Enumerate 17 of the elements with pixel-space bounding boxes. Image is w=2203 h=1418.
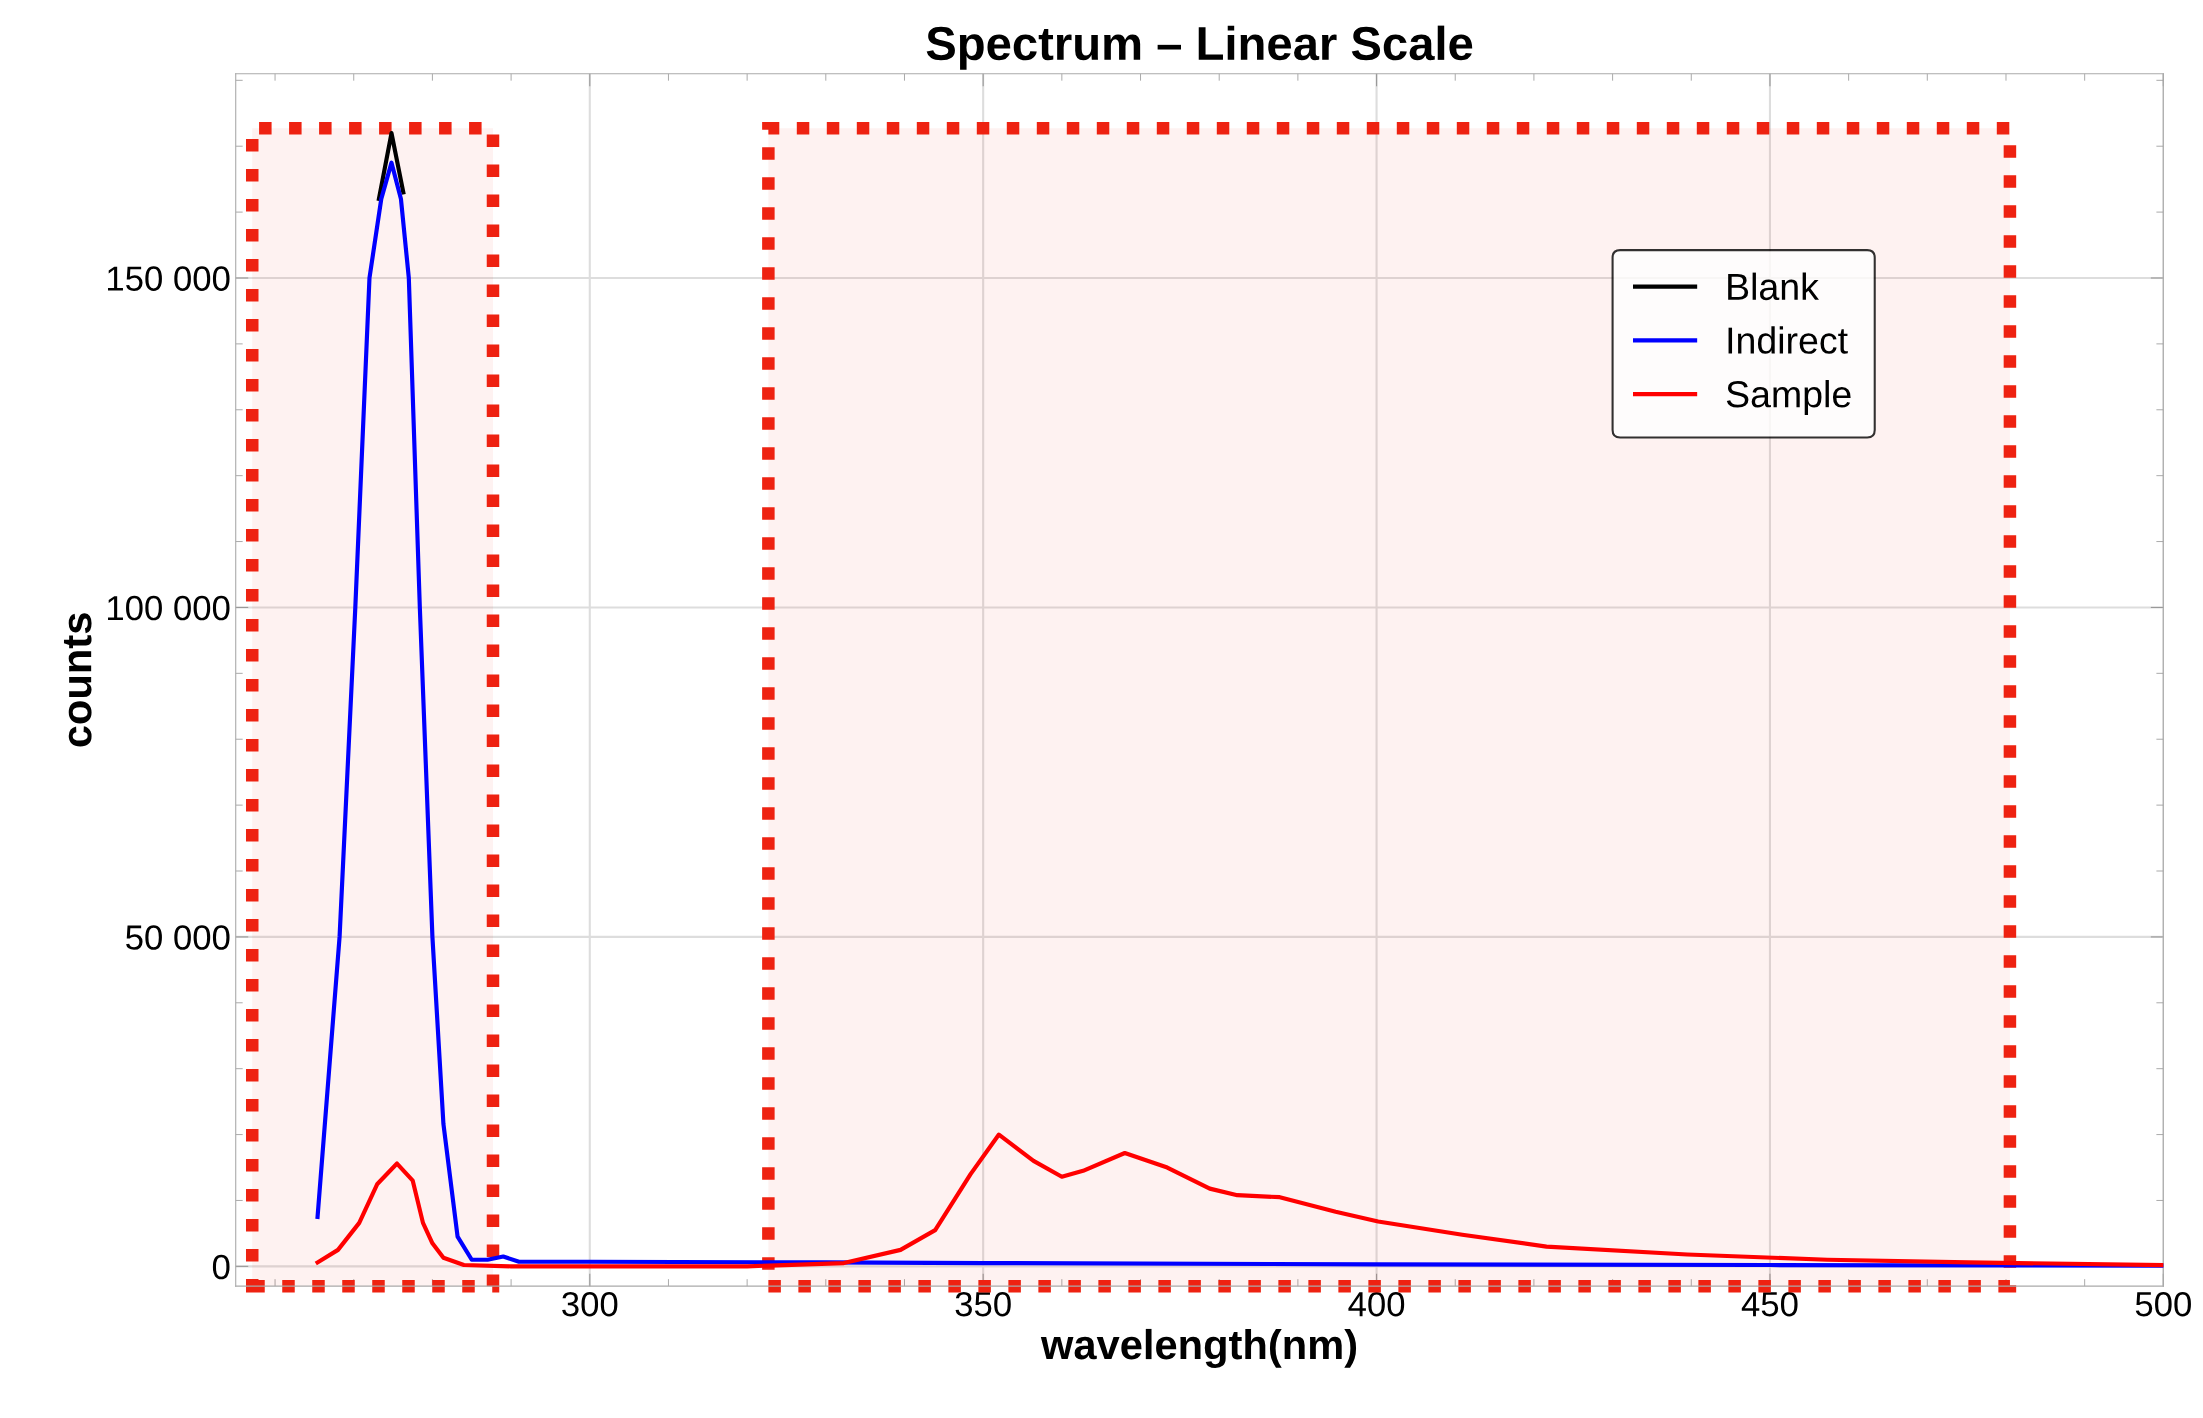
y-tick-label: 0 [212, 1254, 230, 1280]
line-series [315, 1132, 2164, 1269]
x-tick-label: 450 [1741, 1291, 1798, 1317]
y-tick-label: 150 000 [108, 266, 230, 291]
line-series [315, 160, 2164, 1268]
y-axis-title: counts [63, 613, 92, 747]
x-axis-title: wavelength(nm) [1040, 1328, 1357, 1368]
legend-label: Indirect [1728, 326, 1848, 354]
x-tick-label: 500 [2135, 1291, 2191, 1317]
legend-label: Sample [1726, 380, 1851, 415]
x-tick-label: 300 [562, 1291, 618, 1317]
y-tick-label: 50 000 [126, 925, 230, 950]
x-tick-label: 350 [955, 1291, 1011, 1317]
legend-label: Blank [1728, 272, 1819, 301]
x-tick-label: 400 [1348, 1291, 1405, 1317]
chart-title: Spectrum – Linear Scale [926, 25, 1473, 70]
y-tick-label: 100 000 [108, 595, 230, 621]
